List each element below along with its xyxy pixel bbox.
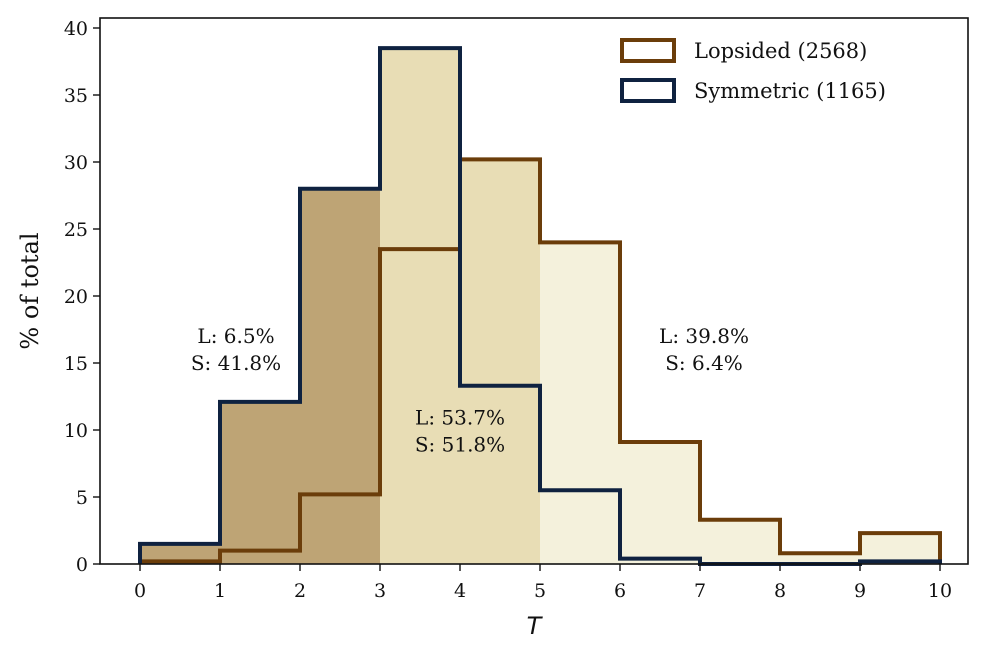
legend-label: Symmetric (1165): [694, 79, 886, 103]
x-tick-label: 0: [134, 580, 146, 602]
shaded-bin-1-3: [380, 48, 460, 565]
legend: Lopsided (2568) Symmetric (1165): [620, 38, 886, 103]
legend-label: Lopsided (2568): [694, 39, 867, 63]
legend-swatch: [620, 78, 676, 103]
y-tick-label: 5: [76, 487, 88, 509]
shaded-bin-1-4: [460, 159, 540, 564]
annotation-line: L: 39.8%: [659, 324, 749, 348]
shaded-bin-0-2: [300, 188, 380, 565]
annotation-line: S: 51.8%: [415, 433, 505, 457]
y-axis-ticks: 0 5 10 15 20 25 30 35 40: [64, 18, 100, 576]
shaded-regions: [140, 48, 940, 565]
x-axis-label: T: [527, 612, 544, 640]
y-tick-label: 35: [64, 85, 88, 107]
y-tick-label: 10: [64, 420, 88, 442]
legend-swatch: [620, 38, 676, 63]
shaded-bin-0-0: [140, 543, 220, 564]
x-tick-label: 9: [854, 580, 866, 602]
lopsided-step-line: [138, 157, 942, 564]
x-tick-label: 4: [454, 580, 466, 602]
y-tick-label: 30: [64, 152, 88, 174]
x-tick-label: 1: [214, 580, 226, 602]
plot-frame: [99, 17, 969, 565]
x-tick-label: 10: [928, 580, 952, 602]
shaded-bin-0-1: [220, 401, 300, 564]
x-axis-ticks: 0 1 2 3 4 5 6 7 8 9 10: [134, 564, 952, 602]
y-axis-label: % of total: [16, 232, 44, 349]
shaded-bin-2-5: [540, 242, 620, 564]
annotation-line: S: 6.4%: [665, 351, 743, 375]
y-tick-label: 0: [76, 554, 88, 576]
x-tick-label: 5: [534, 580, 546, 602]
y-tick-label: 40: [64, 18, 88, 40]
shaded-bin-2-6: [620, 442, 700, 564]
y-tick-label: 15: [64, 353, 88, 375]
annotations: L: 6.5% S: 41.8% L: 53.7% S: 51.8% L: 39.8% S…: [191, 324, 749, 457]
x-tick-label: 2: [294, 580, 306, 602]
annotation-line: L: 53.7%: [415, 406, 505, 430]
x-tick-label: 8: [774, 580, 786, 602]
annotation-line: S: 41.8%: [191, 351, 281, 375]
annotation-line: L: 6.5%: [197, 324, 274, 348]
x-tick-label: 3: [374, 580, 386, 602]
x-tick-label: 6: [614, 580, 626, 602]
shaded-bin-2-9: [860, 533, 940, 564]
x-tick-label: 7: [694, 580, 706, 602]
shaded-bin-2-8: [780, 553, 860, 564]
shaded-bin-2-7: [700, 519, 780, 564]
y-tick-label: 20: [64, 286, 88, 308]
y-tick-label: 25: [64, 219, 88, 241]
